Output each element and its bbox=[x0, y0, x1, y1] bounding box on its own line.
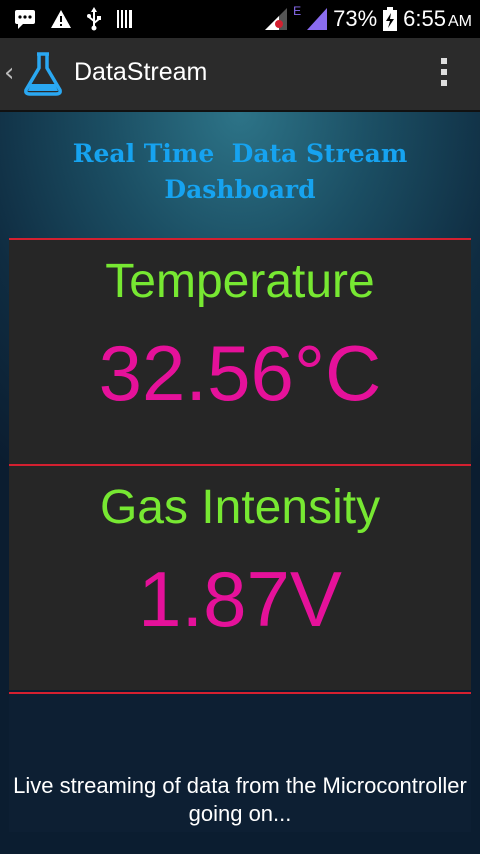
action-bar: ‹ DataStream bbox=[0, 38, 480, 112]
battery-percent: 73% bbox=[333, 6, 378, 31]
overflow-menu-icon[interactable] bbox=[440, 58, 448, 90]
gas-panel: Gas Intensity 1.87V bbox=[9, 464, 471, 690]
flask-icon[interactable] bbox=[22, 52, 64, 96]
warning-icon bbox=[51, 10, 71, 28]
message-icon bbox=[15, 10, 35, 29]
status-bar: E 73% 6:55 AM bbox=[0, 0, 480, 38]
clock-ampm: AM bbox=[448, 13, 472, 30]
back-chevron-icon[interactable]: ‹ bbox=[4, 58, 15, 88]
network-type-label: E bbox=[293, 4, 302, 18]
gas-intensity-label: Gas Intensity bbox=[99, 481, 381, 534]
streaming-status-text: Live streaming of data from the Microcon… bbox=[13, 773, 467, 826]
barcode-icon bbox=[117, 10, 132, 28]
network-signal-icon bbox=[307, 8, 328, 30]
lower-divider-box bbox=[9, 692, 471, 832]
dashboard-heading: Real Time Data Stream Dashboard bbox=[72, 139, 408, 204]
clock-time: 6:55 bbox=[403, 6, 446, 31]
signal-icon bbox=[265, 8, 288, 30]
app-title: DataStream bbox=[74, 58, 208, 86]
usb-icon bbox=[87, 7, 101, 31]
temperature-value: 32.56°C bbox=[98, 329, 382, 417]
battery-charging-icon bbox=[383, 7, 398, 31]
clock: 6:55 AM bbox=[403, 6, 472, 32]
temperature-label: Temperature bbox=[105, 255, 375, 308]
gas-intensity-value: 1.87V bbox=[138, 555, 342, 643]
temperature-panel: Temperature 32.56°C bbox=[9, 238, 471, 464]
